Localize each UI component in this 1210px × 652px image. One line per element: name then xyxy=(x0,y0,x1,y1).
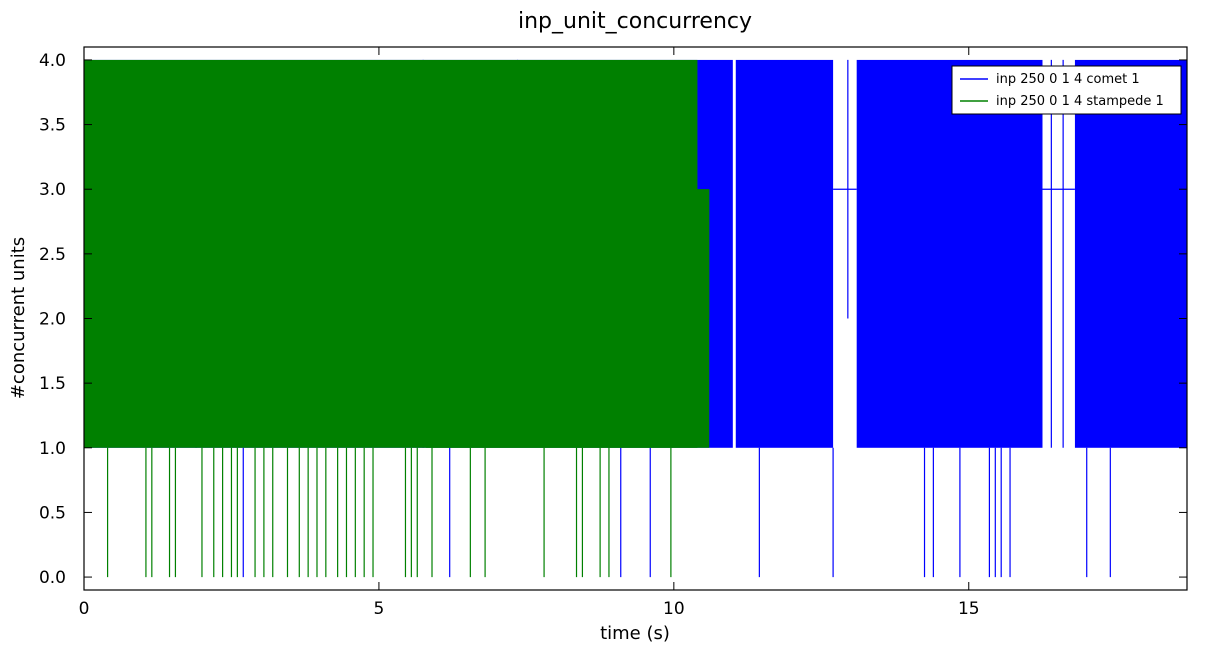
y-tick-label: 1.5 xyxy=(39,374,66,394)
y-tick-label: 3.0 xyxy=(39,180,66,200)
y-tick-label: 1.0 xyxy=(39,439,66,459)
plot-area xyxy=(84,59,1187,578)
axes-layer: 0 5 10 15 0.0 0.5 1.0 1.5 2.0 2.5 3.0 3.5 4.0 xyxy=(39,46,1188,619)
legend-frame xyxy=(951,65,1182,115)
y-axis-label: #concurrent units xyxy=(8,237,29,399)
series-1-band-3 xyxy=(735,59,834,448)
legend-entry-1[interactable]: inp 250 0 1 4 comet 1 xyxy=(960,72,1140,87)
legend-label: inp 250 0 1 4 comet 1 xyxy=(996,72,1140,87)
y-tick-label: 0.5 xyxy=(39,503,66,523)
legend-entry-2[interactable]: inp 250 0 1 4 stampede 1 xyxy=(960,94,1164,109)
legend[interactable]: inp 250 0 1 4 comet 1 inp 250 0 1 4 stamp… xyxy=(951,65,1182,115)
series-1-band-5 xyxy=(1074,59,1187,448)
series-layer xyxy=(84,59,1187,578)
series-1-band-4 xyxy=(856,59,1043,448)
legend-label: inp 250 0 1 4 stampede 1 xyxy=(996,94,1164,109)
y-tick-label: 3.5 xyxy=(39,116,66,136)
y-tick-label: 2.0 xyxy=(39,310,66,330)
chart-title: inp_unit_concurrency xyxy=(518,9,752,34)
x-tick-label: 10 xyxy=(663,599,685,619)
x-axis-label: time (s) xyxy=(600,623,670,644)
x-tick-label: 0 xyxy=(79,599,90,619)
x-tick-label: 15 xyxy=(958,599,980,619)
series-2 xyxy=(84,59,710,578)
y-tick-label: 0.0 xyxy=(39,568,66,588)
y-tick-label: 2.5 xyxy=(39,245,66,265)
x-tick-label: 5 xyxy=(374,599,385,619)
y-tick-label: 4.0 xyxy=(39,51,66,71)
series-2-band-2 xyxy=(426,189,710,448)
series-2-band-3 xyxy=(697,189,710,319)
